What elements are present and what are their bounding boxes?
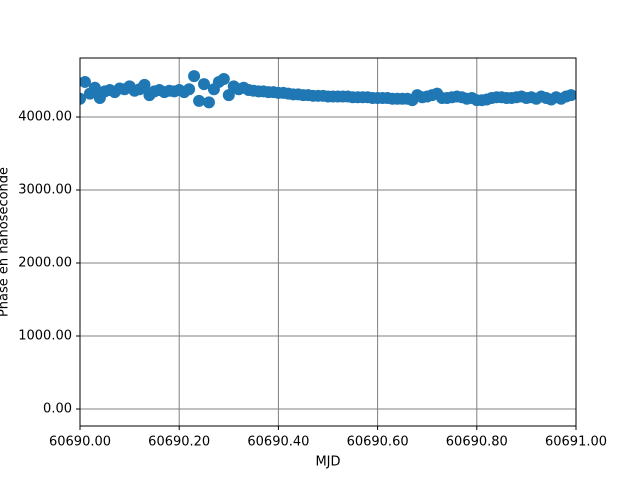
x-tick-label: 60690.60	[347, 435, 409, 450]
x-axis-label: MJD	[315, 455, 340, 470]
point	[202, 96, 215, 109]
point	[193, 94, 206, 107]
y-tick-label: 1000.00	[18, 328, 72, 343]
x-tick-label: 60690.20	[148, 435, 210, 450]
x-tick-label: 60690.00	[49, 435, 111, 450]
point	[188, 70, 201, 83]
x-tick-label: 60691.00	[545, 435, 607, 450]
points	[80, 70, 576, 109]
x-tick-label: 60690.40	[247, 435, 309, 450]
y-tick-label: 2000.00	[18, 255, 72, 270]
y-tick-label: 4000.00	[18, 109, 72, 124]
point	[565, 89, 576, 102]
axes-frame	[79, 57, 577, 427]
y-tick-label: 3000.00	[18, 182, 72, 197]
point	[183, 83, 196, 96]
point	[222, 89, 235, 102]
y-axis-label: Phase en nanoseconde	[0, 167, 12, 317]
grid	[79, 58, 577, 426]
point	[138, 78, 151, 91]
y-tick-label: 0.00	[43, 401, 72, 416]
x-tick-label: 60690.80	[446, 435, 508, 450]
point	[198, 78, 210, 91]
point	[217, 73, 230, 86]
point	[80, 75, 91, 88]
point	[88, 81, 101, 94]
